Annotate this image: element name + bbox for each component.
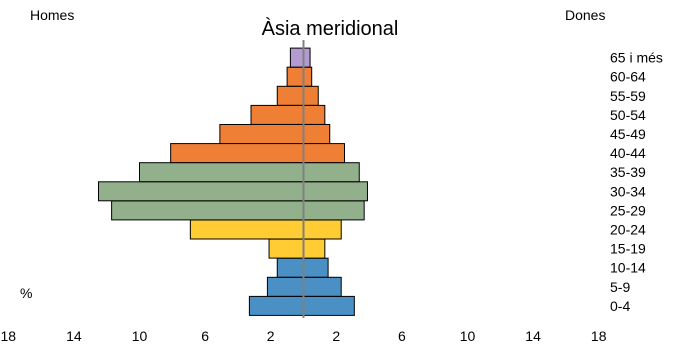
bar-dones-55-59 — [303, 85, 319, 106]
x-tick-label: 10 — [132, 328, 148, 344]
bar-dones-50-54 — [303, 104, 326, 125]
bar-homes-55-59 — [276, 85, 305, 106]
category-label: 65 i més — [610, 50, 663, 66]
category-label: 25-29 — [610, 202, 646, 218]
bar-homes-65 i més — [289, 47, 305, 68]
bar-dones-20-24 — [303, 219, 342, 240]
bars-layer — [98, 40, 368, 318]
x-tick-label: 10 — [460, 328, 476, 344]
bar-dones-0-4 — [303, 295, 355, 316]
category-label: 35-39 — [610, 164, 646, 180]
bar-homes-5-9 — [266, 276, 305, 297]
bar-homes-25-29 — [111, 200, 305, 221]
bar-homes-0-4 — [248, 295, 305, 316]
bar-dones-5-9 — [303, 276, 342, 297]
x-tick-label: 18 — [591, 328, 607, 344]
bar-dones-45-49 — [303, 124, 331, 144]
x-tick-label: 2 — [332, 328, 340, 344]
bar-dones-40-44 — [303, 143, 345, 164]
x-tick-labels: 18 14 10 6 2 2 6 10 14 18 — [1, 328, 607, 344]
x-tick-label: 6 — [201, 328, 209, 344]
right-side-label: Dones — [565, 7, 605, 23]
category-label: 55-59 — [610, 88, 646, 104]
x-tick-label: 18 — [1, 328, 17, 344]
x-tick-label: 6 — [398, 328, 406, 344]
unit-label: % — [20, 285, 32, 301]
category-label: 60-64 — [610, 69, 646, 85]
category-label: 5-9 — [610, 279, 630, 295]
bar-homes-15-19 — [268, 238, 304, 259]
bar-dones-30-34 — [303, 181, 368, 202]
chart-title: Àsia meridional — [262, 17, 399, 40]
bar-homes-10-14 — [276, 257, 305, 278]
x-tick-label: 2 — [267, 328, 275, 344]
bar-homes-60-64 — [286, 66, 305, 87]
bar-dones-25-29 — [303, 200, 365, 221]
bar-homes-35-39 — [139, 162, 304, 183]
bar-homes-50-54 — [250, 104, 305, 125]
category-label: 10-14 — [610, 260, 646, 276]
bar-dones-10-14 — [303, 257, 329, 278]
category-label: 40-44 — [610, 145, 646, 161]
bar-homes-45-49 — [219, 124, 304, 144]
category-label: 50-54 — [610, 107, 646, 123]
category-label: 20-24 — [610, 222, 646, 238]
bar-dones-15-19 — [303, 238, 326, 259]
bar-homes-30-34 — [98, 181, 304, 202]
left-side-label: Homes — [30, 7, 74, 23]
category-label: 0-4 — [610, 298, 630, 314]
x-tick-label: 14 — [525, 328, 541, 344]
bar-dones-35-39 — [303, 162, 360, 183]
category-label: 30-34 — [610, 183, 646, 199]
age-group-labels: 0-4 5-9 10-14 15-19 20-24 25-29 30-34 35-39 40-4… — [610, 50, 663, 314]
category-label: 15-19 — [610, 241, 646, 257]
bar-homes-20-24 — [189, 219, 304, 240]
category-label: 45-49 — [610, 126, 646, 142]
bar-dones-60-64 — [303, 66, 313, 87]
bar-homes-40-44 — [170, 143, 304, 164]
x-tick-label: 14 — [66, 328, 82, 344]
